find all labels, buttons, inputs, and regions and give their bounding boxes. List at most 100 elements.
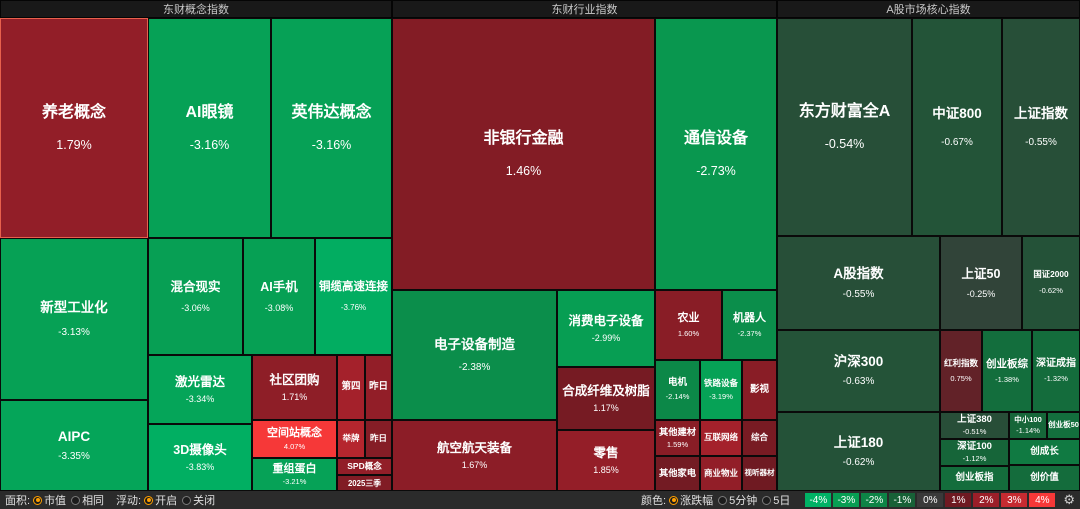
treemap-tile-industry-8[interactable]: 铁路设备 -3.19% <box>700 360 742 420</box>
treemap-tile-industry-3[interactable]: 消费电子设备 -2.99% <box>557 290 655 367</box>
treemap-tile-core-8[interactable]: 创业板综 -1.38% <box>982 330 1032 412</box>
treemap-tile-concept-16[interactable]: 重组蛋白 -3.21% <box>252 458 337 491</box>
treemap-tile-concept-18[interactable]: 2025三季 <box>337 475 392 491</box>
treemap-tile-industry-17[interactable]: 视听器材 <box>742 456 777 491</box>
treemap-tile-industry-12[interactable]: 其他建材 1.59% <box>655 420 700 456</box>
tile-label: SPD概念 <box>347 460 382 471</box>
area-option-1[interactable]: 相同 <box>71 492 104 508</box>
treemap-tile-concept-4[interactable]: 混合现实 -3.06% <box>148 238 243 355</box>
float-option-0[interactable]: 开启 <box>144 492 177 508</box>
treemap-tile-industry-11[interactable]: 零售 1.85% <box>557 430 655 491</box>
treemap-tile-industry-1[interactable]: 通信设备 -2.73% <box>655 18 777 290</box>
tile-label: 其他建材 <box>659 426 696 437</box>
tile-value: -3.16% <box>311 137 352 152</box>
treemap-tile-core-12[interactable]: 中小100 -1.14% <box>1009 412 1047 439</box>
tile-label: 商业物业 <box>703 467 738 478</box>
treemap-tile-concept-17[interactable]: SPD概念 <box>337 458 392 475</box>
treemap-tile-industry-14[interactable]: 综合 <box>742 420 777 456</box>
color-option-2-radio-icon <box>762 495 772 505</box>
tile-label: 消费电子设备 <box>568 313 644 328</box>
tile-label: 创成长 <box>1030 445 1059 457</box>
treemap-tile-core-15[interactable]: 创业板指 <box>940 466 1009 491</box>
tile-value: -3.35% <box>58 450 90 462</box>
float-option-1[interactable]: 关闭 <box>182 492 215 508</box>
treemap-tile-concept-13[interactable]: 空间站概念 4.07% <box>252 420 337 458</box>
treemap-tile-core-11[interactable]: 上证380 -0.51% <box>940 412 1009 439</box>
treemap-tile-concept-14[interactable]: 举牌 <box>337 420 365 458</box>
treemap-tile-concept-6[interactable]: 铜缆高速连接 -3.76% <box>315 238 392 355</box>
tile-label: 中证800 <box>932 105 982 121</box>
treemap-tile-industry-10[interactable]: 航空航天装备 1.67% <box>392 420 557 491</box>
treemap-tile-concept-9[interactable]: 3D摄像头 -3.83% <box>148 424 252 491</box>
float-option-1-radio-icon <box>182 495 192 505</box>
color-option-2[interactable]: 5日 <box>762 492 790 508</box>
treemap-tile-industry-7[interactable]: 电机 -2.14% <box>655 360 700 420</box>
color-option-1-radio-icon <box>718 495 728 505</box>
tile-value: -0.55% <box>1025 136 1057 148</box>
treemap-tile-core-6[interactable]: 沪深300 -0.63% <box>777 330 940 412</box>
tile-value: -3.34% <box>185 394 215 405</box>
legend-swatch-0: 0% <box>917 493 944 507</box>
tile-label: 视听器材 <box>744 468 775 478</box>
color-option-0[interactable]: 涨跌幅 <box>669 492 713 508</box>
tile-label: 航空航天装备 <box>436 440 512 455</box>
treemap-tile-concept-7[interactable]: AIPC -3.35% <box>0 400 148 491</box>
treemap-tile-industry-0[interactable]: 非银行金融 1.46% <box>392 18 655 290</box>
treemap-tile-concept-3[interactable]: 新型工业化 -3.13% <box>0 238 148 400</box>
tile-label: 中小100 <box>1014 414 1042 424</box>
legend-swatch--1: -1% <box>889 493 916 507</box>
treemap-tile-concept-0[interactable]: 养老概念 1.79% <box>0 18 148 238</box>
tile-value: 1.60% <box>677 328 700 338</box>
treemap-tile-concept-2[interactable]: 英伟达概念 -3.16% <box>271 18 392 238</box>
treemap-tile-industry-2[interactable]: 电子设备制造 -2.38% <box>392 290 557 420</box>
tile-label: 举牌 <box>342 433 360 444</box>
tile-value: 1.71% <box>281 392 308 403</box>
treemap-tile-core-4[interactable]: 上证50 -0.25% <box>940 236 1022 330</box>
treemap-tile-core-14[interactable]: 深证100 -1.12% <box>940 439 1009 466</box>
tile-value: -2.38% <box>458 361 491 373</box>
tile-value: 0.75% <box>950 373 972 383</box>
treemap-tile-core-0[interactable]: 东方财富全A -0.54% <box>777 18 912 236</box>
treemap-tile-core-13[interactable]: 创业板50 <box>1047 412 1080 439</box>
tile-label: 综合 <box>750 432 768 443</box>
treemap-tile-industry-13[interactable]: 互联网络 <box>700 420 742 456</box>
treemap-tile-core-2[interactable]: 上证指数 -0.55% <box>1002 18 1080 236</box>
treemap-tile-concept-5[interactable]: AI手机 -3.08% <box>243 238 315 355</box>
color-option-1[interactable]: 5分钟 <box>718 492 757 508</box>
treemap-tile-concept-10[interactable]: 社区团购 1.71% <box>252 355 337 420</box>
treemap-tile-concept-12[interactable]: 昨日 <box>365 355 392 420</box>
tile-value: -3.16% <box>189 137 230 152</box>
treemap-tile-industry-4[interactable]: 农业 1.60% <box>655 290 722 360</box>
treemap-tile-concept-8[interactable]: 激光雷达 -3.34% <box>148 355 252 424</box>
treemap-tile-core-3[interactable]: A股指数 -0.55% <box>777 236 940 330</box>
treemap-tile-concept-1[interactable]: AI眼镜 -3.16% <box>148 18 271 238</box>
tile-value: -2.14% <box>665 392 690 402</box>
tile-label: 影视 <box>749 383 769 395</box>
tile-label: 创价值 <box>1030 471 1059 483</box>
tile-label: 通信设备 <box>683 129 748 147</box>
tile-value: -2.37% <box>737 328 762 338</box>
treemap-tile-core-7[interactable]: 红利指数 0.75% <box>940 330 982 412</box>
legend-swatch--4: -4% <box>805 493 832 507</box>
treemap-tile-industry-5[interactable]: 机器人 -2.37% <box>722 290 777 360</box>
gear-icon[interactable]: ⚙ <box>1063 492 1075 507</box>
treemap-tile-core-1[interactable]: 中证800 -0.67% <box>912 18 1002 236</box>
tile-value: -3.08% <box>264 302 294 313</box>
treemap-tile-core-16[interactable]: 创成长 <box>1009 439 1080 465</box>
treemap-tile-core-17[interactable]: 创价值 <box>1009 465 1080 491</box>
treemap-tile-industry-6[interactable]: 合成纤维及树脂 1.17% <box>557 367 655 430</box>
tile-label: AIPC <box>57 428 91 444</box>
treemap-tile-core-5[interactable]: 国证2000 -0.62% <box>1022 236 1080 330</box>
treemap-tile-core-9[interactable]: 深证成指 -1.32% <box>1032 330 1080 412</box>
treemap-tile-industry-15[interactable]: 其他家电 <box>655 456 700 491</box>
area-option-0[interactable]: 市值 <box>33 492 66 508</box>
treemap-tile-industry-9[interactable]: 影视 <box>742 360 777 420</box>
tile-value: -3.13% <box>58 326 90 338</box>
treemap-tile-core-10[interactable]: 上证180 -0.62% <box>777 412 940 491</box>
tile-label: 铁路设备 <box>703 377 738 388</box>
tile-value: -0.25% <box>966 288 996 299</box>
section-header-concept: 东财概念指数 <box>0 0 392 18</box>
treemap-tile-concept-11[interactable]: 第四 <box>337 355 365 420</box>
treemap-tile-concept-15[interactable]: 昨日 <box>365 420 392 458</box>
treemap-tile-industry-16[interactable]: 商业物业 <box>700 456 742 491</box>
